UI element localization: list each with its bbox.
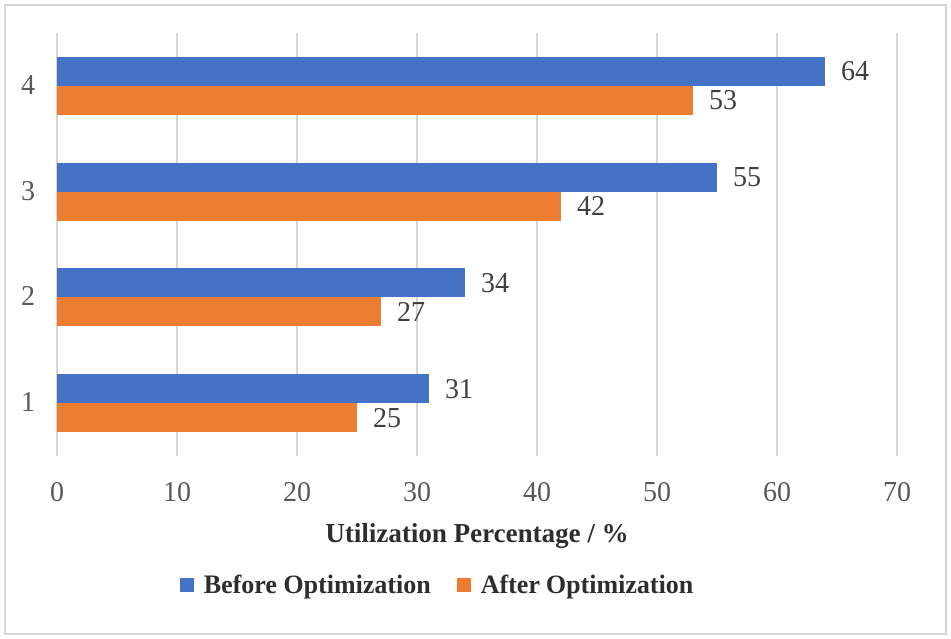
xtick-label-60: 60 — [763, 477, 791, 508]
legend-item-before-optimization: Before Optimization — [179, 570, 431, 600]
value-label-before-optimization-cat3: 55 — [733, 162, 761, 194]
xtick-label-10: 10 — [163, 477, 191, 508]
bar-before-optimization-cat3 — [57, 162, 717, 192]
category-label-1: 1 — [21, 387, 35, 419]
legend-swatch-icon-before-optimization — [179, 578, 194, 592]
value-label-before-optimization-cat2: 34 — [481, 267, 509, 299]
bar-after-optimization-cat3 — [57, 191, 561, 221]
xtick-label-70: 70 — [883, 477, 911, 508]
bar-before-optimization-cat2 — [57, 268, 465, 298]
xtick-label-30: 30 — [403, 477, 431, 508]
bar-after-optimization-cat4 — [57, 85, 693, 115]
category-label-4: 4 — [21, 69, 35, 101]
gridline-70 — [896, 33, 898, 456]
value-label-before-optimization-cat1: 31 — [445, 373, 473, 405]
bar-after-optimization-cat2 — [57, 297, 381, 327]
legend-label-after-optimization: After Optimization — [480, 570, 694, 599]
value-label-after-optimization-cat3: 42 — [577, 191, 605, 223]
gridline-30 — [416, 33, 418, 456]
xtick-label-0: 0 — [50, 477, 64, 508]
bar-after-optimization-cat1 — [57, 403, 357, 433]
legend-swatch-icon-after-optimization — [456, 578, 471, 592]
legend: Before Optimization After Optimization — [0, 568, 873, 602]
gridline-20 — [296, 33, 298, 456]
gridline-40 — [536, 33, 538, 456]
x-axis-title: Utilization Percentage / % — [325, 518, 629, 548]
gridline-50 — [656, 33, 658, 456]
legend-item-after-optimization: After Optimization — [456, 570, 694, 600]
value-label-after-optimization-cat4: 53 — [709, 85, 737, 117]
category-label-3: 3 — [21, 175, 35, 207]
category-label-2: 2 — [21, 281, 35, 313]
value-label-before-optimization-cat4: 64 — [841, 56, 869, 88]
xtick-label-50: 50 — [643, 477, 671, 508]
bar-before-optimization-cat1 — [57, 374, 429, 404]
value-label-after-optimization-cat1: 25 — [373, 402, 401, 434]
gridline-0 — [56, 33, 58, 456]
gridline-10 — [176, 33, 178, 456]
legend-label-before-optimization: Before Optimization — [203, 570, 431, 599]
value-label-after-optimization-cat2: 27 — [397, 296, 425, 328]
xtick-label-40: 40 — [523, 477, 551, 508]
gridline-60 — [776, 33, 778, 456]
xtick-label-20: 20 — [283, 477, 311, 508]
bar-before-optimization-cat4 — [57, 56, 825, 86]
